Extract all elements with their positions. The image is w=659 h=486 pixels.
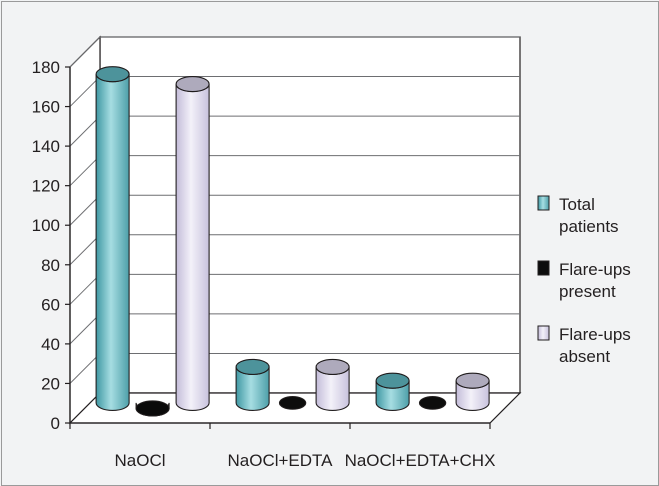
y-tick-label: 120: [32, 177, 60, 196]
legend-label: Flare-ups: [559, 260, 631, 279]
gridline-side: [69, 76, 101, 107]
cylinder-bar: [375, 372, 410, 411]
cylinder-top-shade: [96, 66, 130, 82]
legend-label: Flare-ups: [559, 325, 631, 344]
legend-label: absent: [559, 347, 610, 366]
cylinder-top-shade: [456, 373, 490, 389]
legend-label: patients: [559, 217, 619, 236]
gridline-side: [69, 155, 101, 187]
y-tick-label: 20: [41, 374, 60, 393]
cylinder-top-shade: [376, 373, 410, 389]
cylinder-top-shade: [316, 359, 350, 375]
y-tick-label: 0: [51, 414, 60, 433]
cylinder-flat: [418, 396, 447, 410]
back-wall: [99, 36, 521, 394]
y-tick-label: 40: [41, 335, 60, 354]
gridline-side: [69, 36, 101, 68]
legend: Total patients Flare-ups present Flare-ups ab…: [537, 195, 631, 366]
cylinder-body: [175, 83, 210, 411]
cylinder-bar: [278, 396, 307, 410]
cylinder-top: [175, 76, 210, 93]
y-tick-label: 160: [32, 98, 60, 117]
gridline-side: [69, 273, 101, 305]
legend-swatch: [537, 325, 550, 341]
cylinder-bar: [175, 76, 210, 411]
legend-item: Flare-ups present: [537, 260, 631, 301]
plot-area: [68, 35, 522, 425]
category-label: NaOCl+EDTA: [227, 451, 333, 470]
cylinder-top-shade: [236, 359, 270, 375]
cylinder-bar: [418, 396, 447, 410]
cylinder-flat: [278, 396, 307, 410]
legend-label: present: [559, 282, 616, 301]
gridline-side: [69, 234, 101, 266]
gridline-side: [69, 353, 101, 384]
cylinder-top: [315, 358, 350, 375]
legend-label: Total: [559, 195, 595, 214]
side-wall: [69, 35, 101, 425]
y-tick-label: 140: [32, 137, 60, 156]
legend-item: Flare-ups absent: [537, 325, 631, 366]
gridline-side: [69, 313, 101, 345]
bars-group: [95, 66, 490, 417]
cylinder-bar: [315, 358, 350, 411]
gridline-side: [69, 115, 101, 147]
legend-item: Total patients: [537, 195, 619, 236]
y-tick-label: 100: [32, 216, 60, 235]
cylinder-bar: [455, 372, 490, 411]
category-label: NaOCl: [114, 451, 165, 470]
cylinder-top: [375, 372, 410, 389]
category-label: NaOCl+EDTA+CHX: [345, 451, 496, 470]
cylinder-top: [95, 66, 130, 83]
legend-swatch: [537, 260, 550, 276]
axes-group: 0 20 40 60 80 100 120 140 160 180 NaOCl NaOCl+EDTA N…: [32, 58, 496, 470]
y-tick-label: 60: [41, 295, 60, 314]
legend-swatch: [537, 195, 550, 211]
cylinder-body: [95, 74, 130, 411]
cylinder-top-shade: [176, 76, 210, 92]
cylinder-bar: [95, 66, 130, 411]
y-tick-label: 80: [41, 256, 60, 275]
y-tick-label: 180: [32, 58, 60, 77]
cylinder-top: [235, 358, 270, 375]
gridline-side: [69, 194, 101, 226]
cylinder-bar: [135, 400, 170, 417]
cylinder-top: [135, 400, 170, 417]
cylinder-bar: [235, 358, 270, 411]
cylinder-top-shade: [136, 400, 170, 416]
cylinder-top: [455, 372, 490, 389]
